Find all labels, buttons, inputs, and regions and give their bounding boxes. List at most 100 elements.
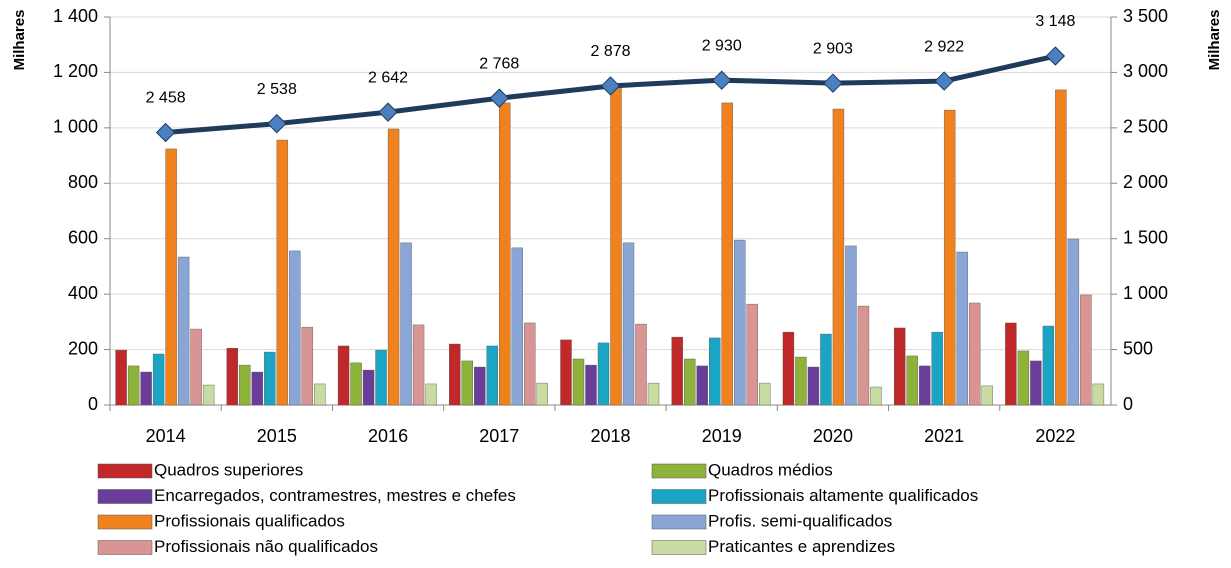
- line-marker: [600, 76, 621, 96]
- bar: [239, 364, 251, 406]
- y2-tick-label: 500: [1123, 338, 1153, 358]
- value-label: 2 878: [590, 43, 630, 60]
- bar: [1055, 89, 1067, 406]
- bar: [115, 349, 127, 406]
- x-tick-label: 2018: [590, 426, 630, 446]
- legend-swatch: [97, 540, 153, 555]
- bar: [1092, 383, 1105, 406]
- bar: [746, 303, 758, 406]
- bar: [560, 339, 572, 406]
- bar: [968, 302, 981, 406]
- bar: [845, 245, 857, 406]
- legend-label: Encarregados, contramestres, mestres e c…: [154, 486, 516, 505]
- bar: [795, 356, 807, 406]
- bar: [314, 383, 326, 406]
- bar: [190, 328, 202, 406]
- line-marker: [489, 88, 509, 108]
- y-tick-label: 200: [68, 338, 98, 358]
- bar: [536, 382, 548, 406]
- bar: [918, 365, 931, 406]
- legend-swatch: [651, 463, 707, 479]
- legend-swatch: [97, 514, 153, 530]
- bar: [759, 382, 771, 406]
- bar: [1005, 322, 1017, 406]
- y-tick-label: 1 000: [53, 117, 98, 137]
- y-tick-label: 600: [68, 227, 98, 247]
- bar: [734, 239, 746, 406]
- bar: [425, 383, 437, 406]
- bar: [585, 364, 597, 406]
- bar: [622, 242, 635, 406]
- bar: [721, 102, 733, 406]
- x-tick-label: 2016: [368, 426, 408, 446]
- value-label: 2 642: [368, 69, 408, 86]
- bar: [931, 331, 943, 406]
- y2-tick-label: 2 000: [1123, 172, 1168, 192]
- bar: [857, 305, 870, 406]
- y2-tick-label: 1 500: [1123, 227, 1168, 247]
- value-label: 2 903: [813, 40, 853, 57]
- x-tick-label: 2021: [924, 426, 964, 446]
- bar: [337, 345, 350, 406]
- legend-label: Profissionais não qualificados: [154, 537, 378, 556]
- bar: [264, 351, 276, 406]
- x-tick-label: 2014: [146, 426, 186, 446]
- line-marker: [712, 70, 732, 90]
- y-tick-label: 800: [68, 172, 98, 192]
- bar: [1030, 360, 1042, 406]
- bar: [782, 331, 795, 406]
- bar: [1042, 325, 1055, 406]
- bar: [647, 382, 660, 406]
- bar: [635, 323, 647, 406]
- legend-swatch: [651, 540, 707, 555]
- y2-axis-title: Milhares: [1206, 10, 1223, 71]
- y2-tick-label: 0: [1123, 394, 1133, 414]
- bar: [202, 384, 215, 406]
- bar: [412, 324, 425, 406]
- bar: [807, 366, 820, 406]
- y-tick-label: 1 400: [53, 6, 98, 26]
- bar: [362, 369, 375, 406]
- bar: [449, 343, 461, 406]
- value-label: 2 768: [479, 55, 519, 72]
- legend-label: Praticantes e aprendizes: [708, 537, 895, 556]
- legend-swatch: [97, 463, 153, 479]
- bar: [486, 345, 498, 406]
- line-marker: [155, 122, 176, 143]
- value-label: 2 922: [924, 38, 964, 55]
- value-label: 2 930: [702, 37, 742, 54]
- bar: [400, 242, 412, 406]
- bar: [893, 327, 906, 406]
- y-axis-title: Milhares: [11, 10, 28, 71]
- bar: [906, 355, 918, 406]
- bar: [301, 326, 314, 406]
- y2-tick-label: 3 000: [1123, 61, 1168, 81]
- bar: [511, 247, 523, 406]
- x-tick-label: 2019: [702, 426, 742, 446]
- bar: [226, 347, 239, 406]
- bar: [461, 360, 473, 406]
- legend-swatch: [651, 489, 707, 504]
- line-marker: [378, 102, 398, 122]
- y2-tick-label: 1 000: [1123, 283, 1168, 303]
- line-marker: [1045, 46, 1066, 66]
- bar: [597, 342, 610, 406]
- bar: [1017, 350, 1030, 406]
- bar: [610, 84, 622, 406]
- bar: [276, 139, 289, 406]
- bar: [1067, 238, 1080, 406]
- x-tick-label: 2017: [479, 426, 519, 446]
- x-tick-label: 2020: [813, 426, 853, 446]
- y-tick-label: 0: [88, 394, 98, 414]
- bar: [251, 371, 264, 406]
- legend-label: Profissionais altamente qualificados: [708, 486, 978, 505]
- bar: [524, 322, 536, 406]
- legend-swatch: [651, 514, 707, 530]
- bar: [820, 333, 832, 406]
- y2-tick-label: 2 500: [1123, 117, 1168, 137]
- bar: [387, 128, 400, 406]
- bar: [709, 337, 721, 406]
- legend-label: Profis. semi-qualificados: [708, 511, 892, 530]
- bar: [832, 108, 845, 406]
- bar: [956, 251, 968, 406]
